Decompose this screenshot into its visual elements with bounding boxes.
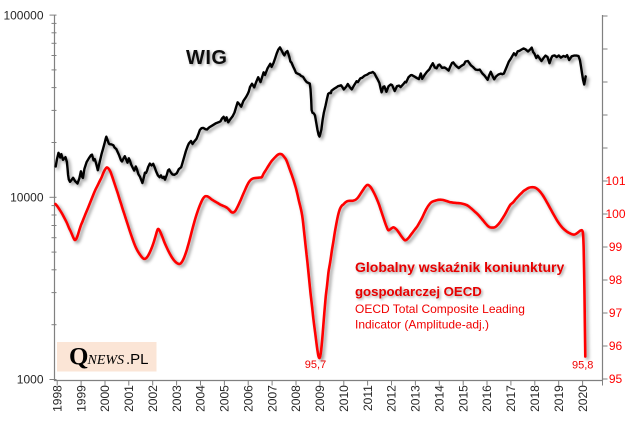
svg-text:2012: 2012	[385, 385, 399, 412]
svg-text:2015: 2015	[456, 385, 470, 412]
svg-text:2007: 2007	[265, 385, 279, 412]
svg-text:gospodarczej OECD: gospodarczej OECD	[355, 284, 482, 299]
svg-text:2017: 2017	[504, 385, 518, 412]
svg-text:2010: 2010	[337, 385, 351, 412]
svg-text:2014: 2014	[433, 385, 447, 412]
svg-text:2002: 2002	[146, 385, 160, 412]
svg-text:.PL: .PL	[126, 351, 149, 368]
svg-text:2016: 2016	[480, 385, 494, 412]
svg-text:1999: 1999	[74, 385, 88, 412]
svg-text:2003: 2003	[170, 385, 184, 412]
svg-text:101: 101	[605, 174, 625, 188]
svg-text:100000: 100000	[3, 8, 43, 22]
svg-text:97: 97	[609, 306, 623, 320]
svg-text:95: 95	[609, 372, 623, 386]
svg-text:96: 96	[609, 339, 623, 353]
svg-text:1000: 1000	[17, 373, 44, 387]
svg-text:2013: 2013	[409, 385, 423, 412]
svg-text:OECD Total Composite Leading: OECD Total Composite Leading	[355, 302, 525, 316]
svg-text:Q: Q	[69, 344, 88, 371]
svg-text:2019: 2019	[552, 385, 566, 412]
svg-text:2006: 2006	[241, 385, 255, 412]
svg-text:WIG: WIG	[186, 47, 228, 69]
svg-text:1998: 1998	[50, 385, 64, 412]
svg-text:10000: 10000	[10, 191, 44, 205]
svg-text:95,8: 95,8	[572, 360, 593, 372]
svg-text:NEWS: NEWS	[87, 353, 125, 368]
svg-text:2020: 2020	[576, 385, 590, 412]
svg-text:2011: 2011	[361, 385, 375, 411]
svg-text:95,7: 95,7	[305, 359, 326, 371]
svg-text:2018: 2018	[528, 385, 542, 412]
svg-text:2005: 2005	[218, 385, 232, 412]
svg-text:2001: 2001	[122, 385, 136, 412]
svg-text:2009: 2009	[313, 385, 327, 412]
svg-text:2000: 2000	[98, 385, 112, 412]
svg-text:Indicator (Amplitude-adj.): Indicator (Amplitude-adj.)	[355, 318, 489, 332]
svg-text:99: 99	[609, 240, 623, 254]
svg-text:Globalny wskaźnik koniunktury: Globalny wskaźnik koniunktury	[355, 259, 564, 275]
svg-text:2004: 2004	[194, 385, 208, 412]
svg-text:2008: 2008	[289, 385, 303, 412]
svg-text:100: 100	[605, 207, 625, 221]
svg-text:98: 98	[609, 273, 623, 287]
